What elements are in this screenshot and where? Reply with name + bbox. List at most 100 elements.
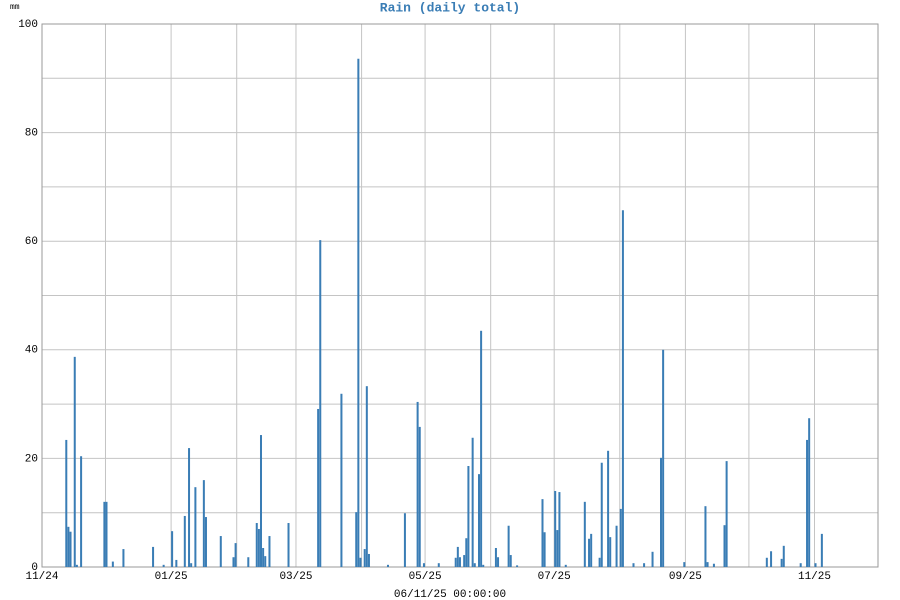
bar xyxy=(67,526,70,567)
bar xyxy=(619,508,622,567)
bar xyxy=(188,448,191,567)
bar xyxy=(340,393,343,567)
x-tick-label: 11/24 xyxy=(25,571,58,583)
y-tick-label: 0 xyxy=(31,562,38,574)
bar xyxy=(359,557,362,567)
bar xyxy=(660,457,663,567)
bar xyxy=(556,530,559,567)
bar xyxy=(386,564,389,567)
y-tick-label: 60 xyxy=(25,236,38,248)
bar xyxy=(765,557,768,567)
bar xyxy=(632,563,635,567)
bar xyxy=(171,531,174,567)
bar xyxy=(799,563,802,567)
x-tick-label: 05/25 xyxy=(409,571,442,583)
bar xyxy=(770,551,773,567)
bar xyxy=(403,513,406,567)
bar xyxy=(600,462,603,567)
bar xyxy=(651,551,654,567)
bar xyxy=(473,563,476,567)
x-tick-label: 11/25 xyxy=(798,571,831,583)
bar xyxy=(111,561,114,567)
bar xyxy=(456,546,459,567)
bar xyxy=(437,563,440,567)
bar xyxy=(204,517,207,567)
bar xyxy=(190,563,193,567)
bar xyxy=(317,408,320,567)
bar xyxy=(725,461,728,567)
bar xyxy=(355,512,358,567)
bar xyxy=(607,450,610,567)
bar xyxy=(467,466,470,567)
bar xyxy=(73,356,76,567)
bar xyxy=(458,557,461,567)
bar xyxy=(806,439,809,567)
bar xyxy=(497,557,500,567)
bar xyxy=(723,525,726,567)
bar xyxy=(583,501,586,567)
x-tick-label: 07/25 xyxy=(538,571,571,583)
bar xyxy=(422,563,425,567)
bar xyxy=(621,210,624,567)
bar xyxy=(507,525,510,567)
bar xyxy=(494,547,497,567)
bar xyxy=(541,499,544,567)
bar xyxy=(558,492,561,567)
bar xyxy=(255,523,258,567)
bar xyxy=(194,487,197,567)
bar xyxy=(509,555,512,567)
bar xyxy=(454,557,457,567)
bar xyxy=(465,538,468,567)
bar xyxy=(65,439,68,567)
bar xyxy=(780,558,783,567)
bar xyxy=(357,58,360,567)
bar xyxy=(482,564,485,567)
bar xyxy=(543,532,546,567)
bar xyxy=(706,562,709,567)
bar xyxy=(175,559,178,567)
bar xyxy=(287,523,290,567)
bar xyxy=(609,537,612,567)
bar xyxy=(820,533,823,567)
bar xyxy=(814,563,817,567)
bar xyxy=(477,474,481,567)
y-tick-label: 100 xyxy=(18,19,38,31)
bar xyxy=(662,349,665,567)
bar xyxy=(103,501,106,567)
bar xyxy=(418,426,421,567)
y-tick-label: 80 xyxy=(25,128,38,140)
bar xyxy=(202,480,205,567)
bar xyxy=(80,456,83,567)
bar xyxy=(782,545,785,567)
bar xyxy=(219,536,222,567)
bar xyxy=(365,386,368,567)
bar xyxy=(262,547,265,567)
bar xyxy=(232,557,235,567)
x-axis-label: 06/11/25 00:00:00 xyxy=(394,589,506,600)
bar xyxy=(683,562,686,567)
bar xyxy=(75,564,78,567)
bar xyxy=(69,531,72,567)
bar xyxy=(268,536,271,567)
y-tick-label: 20 xyxy=(25,453,38,465)
x-tick-label: 01/25 xyxy=(155,571,188,583)
bar xyxy=(480,330,483,567)
bar xyxy=(598,557,601,567)
bar xyxy=(463,555,466,567)
bar xyxy=(257,528,260,567)
bar xyxy=(122,549,125,567)
bar xyxy=(615,525,618,567)
bar xyxy=(234,543,237,567)
y-axis-label: mm xyxy=(10,3,20,12)
bar xyxy=(704,506,707,567)
bar xyxy=(712,563,715,567)
bar xyxy=(162,564,165,567)
bar xyxy=(105,501,108,567)
bar xyxy=(183,515,186,567)
x-tick-label: 09/25 xyxy=(669,571,702,583)
bar xyxy=(416,401,419,567)
bar xyxy=(471,437,474,567)
bar xyxy=(264,556,267,567)
bar xyxy=(588,538,591,567)
